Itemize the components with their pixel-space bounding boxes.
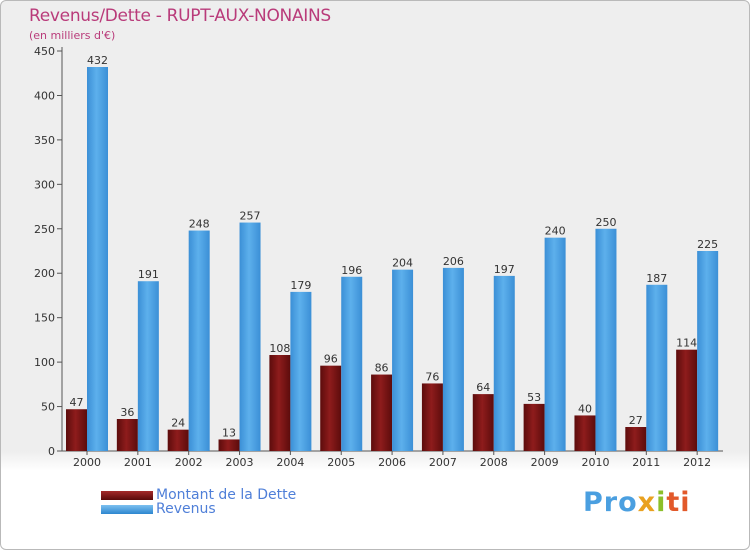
revenue-bar (646, 284, 668, 451)
revenue-bar (239, 222, 261, 451)
x-tick-label: 2003 (226, 456, 254, 469)
debt-bar (320, 365, 342, 451)
debt-bar (167, 429, 189, 451)
x-tick-label: 2002 (175, 456, 203, 469)
debt-bar (472, 394, 494, 451)
y-tick-label: 300 (34, 178, 55, 191)
debt-value-label: 36 (120, 406, 134, 419)
chart-title: Revenus/Dette - RUPT-AUX-NONAINS (29, 6, 331, 26)
x-tick-label: 2009 (531, 456, 559, 469)
y-tick-label: 250 (34, 223, 55, 236)
revenue-value-label: 179 (290, 279, 311, 292)
debt-value-label: 76 (425, 370, 439, 383)
debt-bar (371, 374, 393, 451)
x-tick-label: 2000 (73, 456, 101, 469)
debt-bar (116, 419, 138, 451)
legend-label-revenue: Revenus (156, 501, 216, 517)
revenue-bar (697, 251, 719, 451)
proxiti-logo: Proxiti (583, 487, 691, 518)
debt-value-label: 40 (578, 402, 592, 415)
revenue-value-label: 248 (189, 218, 210, 231)
x-tick-label: 2004 (276, 456, 304, 469)
revenue-value-label: 240 (545, 225, 566, 238)
revenue-value-label: 196 (341, 264, 362, 277)
revenue-value-label: 432 (87, 54, 108, 67)
logo-part: Pro (583, 487, 638, 518)
y-tick-label: 350 (34, 134, 55, 147)
debt-value-label: 86 (375, 362, 389, 375)
legend-label-debt: Montant de la Dette (156, 487, 297, 503)
revenue-bar (493, 275, 515, 451)
revenue-bar (442, 267, 464, 451)
x-tick-label: 2012 (683, 456, 711, 469)
revenue-value-label: 187 (646, 272, 667, 285)
x-tick-label: 2001 (124, 456, 152, 469)
debt-bar (218, 439, 240, 451)
debt-bar (574, 415, 596, 451)
debt-bar (66, 409, 87, 451)
revenue-value-label: 197 (494, 263, 515, 276)
revenue-bar (392, 269, 414, 451)
y-tick-label: 0 (48, 445, 55, 458)
debt-bar (676, 349, 698, 451)
debt-bar (269, 355, 291, 451)
revenue-bar (188, 230, 210, 451)
y-tick-label: 400 (34, 89, 55, 102)
y-tick-label: 450 (34, 45, 55, 58)
revenue-bar (544, 237, 566, 451)
debt-value-label: 27 (629, 414, 643, 427)
revenue-value-label: 257 (240, 210, 261, 223)
debt-bar (523, 403, 545, 451)
revenue-value-label: 204 (392, 257, 413, 270)
x-tick-label: 2008 (480, 456, 508, 469)
revenue-bar (137, 281, 159, 451)
revenue-value-label: 191 (138, 268, 159, 281)
x-tick-label: 2007 (429, 456, 457, 469)
debt-value-label: 114 (676, 337, 697, 350)
chart-subtitle: (en milliers d'€) (29, 29, 116, 42)
debt-value-label: 53 (527, 391, 541, 404)
x-tick-label: 2005 (327, 456, 355, 469)
x-tick-label: 2006 (378, 456, 406, 469)
revenue-value-label: 206 (443, 255, 464, 268)
y-tick-label: 50 (41, 401, 55, 414)
revenue-value-label: 225 (697, 238, 718, 251)
legend-swatch-revenue (101, 505, 153, 514)
y-tick-label: 200 (34, 267, 55, 280)
debt-value-label: 47 (70, 396, 84, 409)
debt-bar (625, 427, 647, 451)
revenue-value-label: 250 (595, 216, 616, 229)
revenue-bar (595, 228, 617, 451)
revenue-bar (87, 67, 108, 451)
x-tick-label: 2010 (581, 456, 609, 469)
debt-value-label: 108 (269, 342, 290, 355)
x-tick-label: 2011 (632, 456, 660, 469)
logo-part: i (656, 487, 667, 518)
logo-part: ti (666, 487, 691, 518)
debt-value-label: 13 (222, 426, 236, 439)
debt-value-label: 96 (324, 353, 338, 366)
debt-value-label: 64 (476, 381, 490, 394)
y-tick-label: 100 (34, 356, 55, 369)
debt-bar (421, 383, 443, 451)
revenue-bar (290, 291, 312, 451)
debt-value-label: 24 (171, 417, 185, 430)
logo-part: x (637, 487, 657, 518)
legend-swatch-debt (101, 491, 153, 500)
y-tick-label: 150 (34, 312, 55, 325)
revenue-bar (341, 276, 363, 451)
